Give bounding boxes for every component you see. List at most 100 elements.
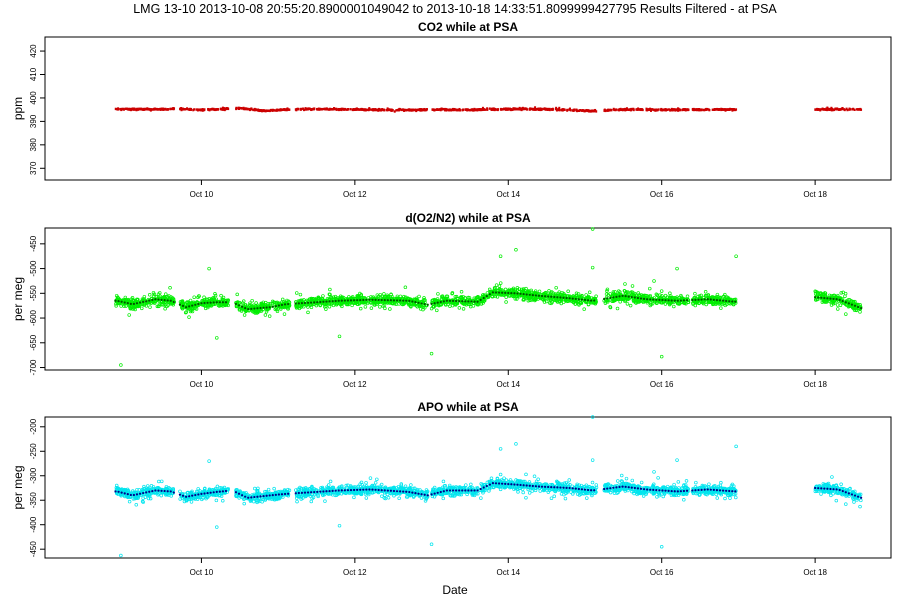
data-point [250, 298, 254, 303]
data-point [828, 108, 831, 111]
data-point [351, 301, 355, 305]
y-tick-label: -450 [29, 235, 38, 252]
data-point [376, 294, 381, 299]
data-point [858, 108, 861, 111]
data-point [364, 480, 368, 485]
data-point [529, 295, 534, 299]
y-tick-label: -500 [29, 260, 38, 277]
data-point [222, 108, 225, 111]
data-point [664, 109, 667, 112]
data-point [530, 107, 533, 111]
data-point [388, 307, 392, 311]
data-point [629, 108, 632, 111]
data-point [137, 108, 140, 111]
data-point [192, 108, 195, 112]
data-point [272, 300, 277, 305]
data-point [116, 107, 119, 111]
data-point [468, 304, 473, 309]
mean-point [661, 298, 664, 302]
x-tick-label: Oct 10 [190, 190, 214, 199]
mean-point [476, 300, 479, 303]
data-point [618, 300, 622, 304]
data-point [295, 108, 298, 111]
data-point [731, 109, 734, 112]
mean-point [586, 299, 590, 302]
data-point [124, 304, 128, 308]
mean-point [114, 490, 117, 493]
data-point [126, 107, 129, 111]
data-point [841, 290, 845, 295]
data-point [605, 109, 608, 112]
mean-point [280, 493, 284, 496]
data-point [675, 108, 678, 112]
data-point [415, 108, 418, 112]
data-point [303, 108, 306, 112]
x-tick-label: Oct 16 [650, 190, 674, 199]
data-point [452, 108, 455, 112]
data-point [647, 108, 650, 111]
mean-point [178, 303, 182, 306]
data-point [383, 306, 387, 311]
mean-point [513, 292, 516, 295]
data-point [409, 483, 413, 487]
data-point [446, 108, 449, 111]
data-point [135, 108, 138, 111]
data-point [188, 107, 191, 111]
data-point [482, 299, 486, 303]
data-point [705, 107, 708, 111]
data-point [555, 106, 558, 110]
data-point [325, 107, 328, 110]
data-point [476, 108, 479, 111]
mean-point [300, 302, 304, 305]
data-point [853, 108, 856, 112]
data-point [720, 107, 723, 111]
data-point [304, 107, 307, 110]
mean-point [838, 298, 841, 301]
mean-point [565, 296, 568, 300]
data-point [641, 108, 644, 112]
figure-x-axis-label: Date [442, 583, 468, 597]
outlier-point [652, 279, 656, 283]
data-point [857, 108, 860, 111]
x-tick-label: Oct 10 [190, 380, 214, 389]
data-point [273, 109, 276, 112]
mean-point [534, 294, 537, 297]
data-point [666, 108, 669, 111]
data-point [584, 293, 588, 297]
mean-point [265, 306, 268, 309]
data-point [846, 108, 849, 112]
data-point [541, 298, 546, 302]
data-point [320, 108, 323, 111]
data-point [459, 290, 464, 294]
mean-point [126, 493, 129, 496]
data-point [636, 108, 639, 111]
mean-point [274, 305, 277, 308]
data-point [258, 109, 261, 112]
mean-point [129, 302, 132, 305]
data-point [188, 298, 193, 303]
data-point [352, 108, 355, 111]
y-tick-label: 400 [29, 91, 38, 105]
data-point [249, 107, 252, 111]
panel-1: CO2 while at PSAppm370380390400410420Oct… [11, 20, 892, 199]
mean-point [442, 300, 445, 303]
data-point [255, 108, 258, 111]
data-point [585, 109, 588, 112]
data-point [611, 290, 616, 294]
data-point [134, 503, 139, 507]
data-point [439, 303, 443, 307]
data-point [119, 107, 122, 111]
data-point [625, 302, 630, 306]
outlier-point [207, 266, 211, 271]
mean-point [455, 299, 458, 303]
data-point [611, 299, 616, 303]
mean-point [132, 493, 136, 497]
mean-point [734, 300, 737, 303]
data-point [338, 294, 343, 299]
data-point [682, 301, 686, 305]
data-point [136, 304, 140, 308]
mean-point [362, 298, 365, 302]
data-point [836, 307, 840, 311]
mean-point [593, 299, 596, 302]
data-point [306, 107, 309, 111]
